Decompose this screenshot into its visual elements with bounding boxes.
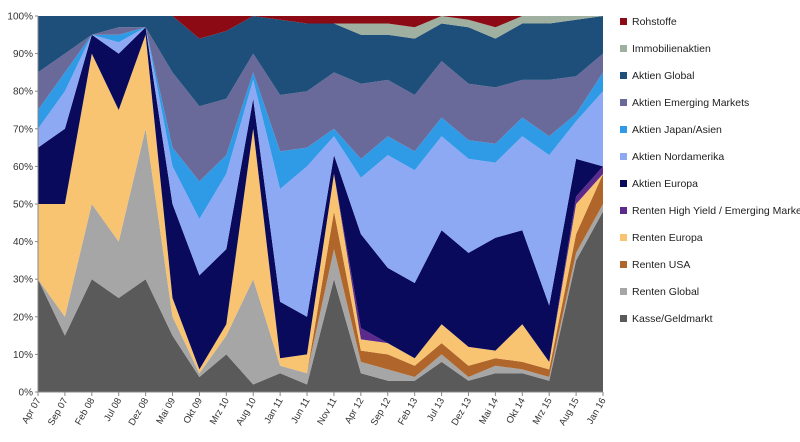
y-tick-label: 40% [13,237,33,248]
area-renten-europa [38,34,603,374]
y-tick-label: 80% [13,87,33,98]
x-tick-label: Sep 12 [369,396,394,428]
legend-swatch-renten-europa [620,234,627,241]
legend-label-aktien-emerging-markets: Aktien Emerging Markets [632,97,749,109]
y-tick-label: 30% [13,275,33,286]
legend-label-renten-europa: Renten Europa [632,232,703,244]
area-kasse-geldmarkt [38,211,603,392]
legend-swatch-renten-global [620,288,627,295]
legend-label-aktien-japan-asien: Aktien Japan/Asien [632,124,722,136]
area-aktien-europa [38,27,603,370]
legend-swatch-immobilienaktien [620,45,627,52]
x-tick-label: Feb 08 [73,396,97,427]
area-aktien-global [38,16,603,107]
x-tick-label: Nov 11 [315,396,339,427]
area-immobilienaktien [38,16,603,39]
x-tick-label: Aug 10 [234,396,259,428]
x-tick-label: Jun 11 [289,396,312,426]
legend-label-renten-high-yield-emerging-markets: Renten High Yield / Emerging Markets [632,205,800,217]
x-tick-label: Jan 11 [262,396,285,426]
legend-label-aktien-europa: Aktien Europa [632,178,698,190]
legend-label-aktien-nordamerika: Aktien Nordamerika [632,151,724,163]
y-tick-label: 90% [13,49,33,60]
x-tick-label: Apr 12 [343,396,367,426]
area-aktien-emerging-markets [38,27,603,182]
legend-swatch-aktien-europa [620,180,627,187]
legend-swatch-rohstoffe [620,18,627,25]
y-tick-label: 60% [13,162,33,173]
legend-swatch-aktien-global [620,72,627,79]
legend-label-immobilienaktien: Immobilienaktien [632,43,711,55]
legend-label-renten-global: Renten Global [632,286,699,298]
y-tick-label: 50% [13,200,33,211]
y-tick-label: 20% [13,312,33,323]
x-tick-label: Mrz 15 [531,396,555,427]
legend-label-aktien-global: Aktien Global [632,70,694,82]
legend-swatch-aktien-emerging-markets [620,99,627,106]
x-tick-label: Okt 09 [182,396,206,426]
plot-area [38,16,603,392]
legend-swatch-aktien-japan-asien [620,126,627,133]
x-tick-label: Sep 07 [46,396,71,428]
legend-label-rohstoffe: Rohstoffe [632,16,677,28]
legend-swatch-kasse-geldmarkt [620,315,627,322]
legend: Rohstoffe Immobilienaktien Aktien Global Ak… [620,16,800,325]
y-tick-label: 100% [7,12,33,23]
y-tick-label: 10% [13,350,33,361]
x-tick-label: Okt 14 [504,396,528,426]
x-tick-label: Dez 13 [449,396,474,428]
legend-swatch-aktien-nordamerika [620,153,627,160]
y-tick-label: 70% [13,124,33,135]
x-tick-label: Jul 13 [425,396,447,423]
area-renten-global [38,128,603,385]
area-rohstoffe [38,16,603,39]
legend-label-kasse-geldmarkt: Kasse/Geldmarkt [632,313,713,325]
legend-swatch-renten-usa [620,261,627,268]
area-aktien-nordamerika [38,27,603,317]
x-tick-label: Mai 14 [477,396,501,426]
area-aktien-japan-asien [38,27,603,219]
x-tick-label: Mrz 10 [208,396,232,427]
x-tick-label: Dez 08 [127,396,152,428]
legend-label-renten-usa: Renten USA [632,259,690,271]
x-tick-label: Apr 07 [20,396,44,426]
x-tick-label: Mai 09 [154,396,178,426]
x-tick-label: Aug 15 [557,396,582,428]
legend-swatch-renten-high-yield-emerging-markets [620,207,627,214]
x-tick-label: Jul 08 [102,396,124,423]
x-tick-label: Jan 16 [585,396,609,426]
y-tick-label: 0% [19,388,34,399]
x-tick-label: Feb 13 [396,396,420,427]
